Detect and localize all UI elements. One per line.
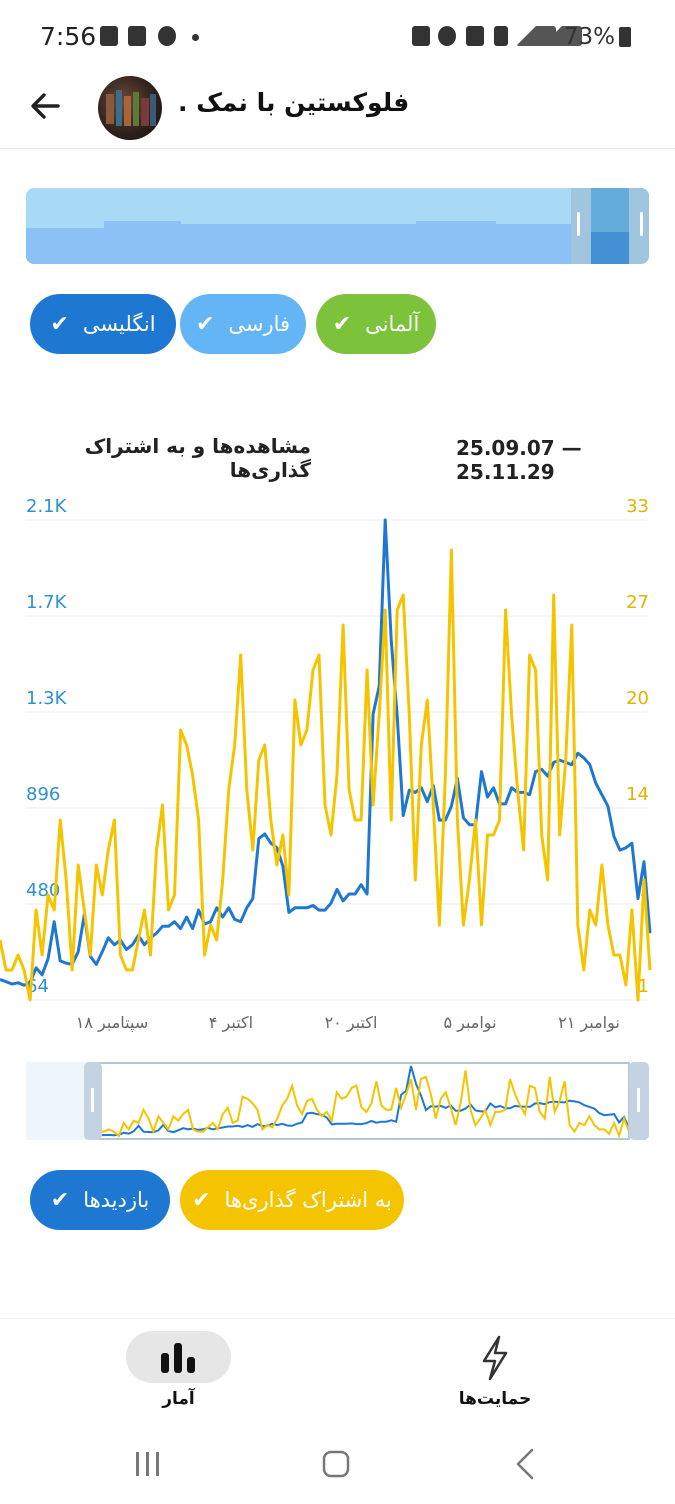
back-arrow-icon: [31, 93, 60, 119]
y-tick-right: 1: [638, 976, 649, 997]
chip-label: فارسی: [228, 312, 291, 336]
filter-chip-shares[interactable]: به اشتراک گذاری‌ها ✔: [180, 1170, 404, 1230]
y-tick-right: 20: [626, 688, 649, 709]
back-button[interactable]: [24, 84, 68, 128]
y-tick-right: 27: [626, 592, 649, 613]
nav-stats-label: آمار: [162, 1389, 195, 1409]
app-icon: [158, 26, 176, 46]
check-icon: ✔: [332, 311, 352, 337]
language-overview-chart[interactable]: [26, 188, 649, 264]
x-tick: اکتبر ۴: [209, 1013, 253, 1033]
battery-saver-icon: [412, 26, 430, 46]
chip-label: به اشتراک گذاری‌ها: [224, 1188, 392, 1212]
network-4g-icon: [494, 26, 508, 46]
x-tick: سپتامبر ۱۸: [76, 1013, 148, 1033]
mute-icon: [466, 26, 484, 46]
battery-icon: [619, 27, 631, 47]
nav-support-label: حمایت‌ها: [458, 1389, 532, 1409]
bottom-navigation: آمار حمایت‌ها: [0, 1318, 675, 1419]
system-navigation: [0, 1430, 675, 1500]
chip-label: آلمانی: [365, 312, 420, 336]
system-back-icon[interactable]: [516, 1448, 534, 1480]
y-tick-left: 2.1K: [26, 496, 68, 517]
y-tick-left: 1.7K: [26, 592, 68, 613]
status-time: 7:56: [40, 22, 97, 51]
channel-avatar[interactable]: [98, 76, 162, 140]
x-tick: اکتبر ۲۰: [325, 1013, 378, 1033]
y-tick-right: 14: [626, 784, 649, 805]
alarm-icon: [438, 26, 456, 46]
y-tick-right: 33: [626, 496, 649, 517]
range-selector-handle[interactable]: [571, 188, 649, 264]
filter-chip-persian[interactable]: فارسی ✔: [180, 294, 306, 354]
signal-2-icon: [542, 26, 582, 46]
channel-title[interactable]: فلوکستین با نمک .: [178, 88, 410, 117]
chart-title: مشاهده‌ها و به اشتراک گذاری‌ها: [84, 434, 311, 482]
check-icon: ✔: [195, 311, 215, 337]
y-tick-left: 480: [26, 880, 60, 901]
gallery-icon: [128, 26, 146, 46]
check-icon: ✔: [192, 1187, 211, 1213]
range-navigator[interactable]: [26, 1062, 649, 1140]
recent-apps-icon[interactable]: [136, 1452, 159, 1476]
shares-series-line: [0, 548, 652, 1002]
x-tick: نوامبر ۵: [443, 1013, 496, 1033]
x-tick: نوامبر ۲۱: [558, 1013, 620, 1033]
chip-label: بازدیدها: [83, 1188, 150, 1212]
bar-chart-icon: [161, 1343, 195, 1373]
status-bar: 7:56 73%: [0, 0, 675, 76]
nav-support-button[interactable]: [470, 1333, 520, 1383]
date-range: 25.09.07 — 25.11.29: [456, 436, 582, 484]
filter-chip-english[interactable]: انگلیسی ✔: [30, 294, 176, 354]
check-icon: ✔: [50, 311, 69, 337]
views-series-line: [0, 518, 652, 987]
header: فلوکستین با نمک .: [0, 76, 675, 149]
y-tick-left: 896: [26, 784, 60, 805]
filter-chip-views[interactable]: بازدیدها ✔: [30, 1170, 170, 1230]
chip-label: انگلیسی: [82, 312, 156, 336]
more-notifications-icon: [192, 34, 199, 41]
navigator-left-handle[interactable]: [84, 1062, 102, 1140]
battery-percent: 73%: [563, 24, 615, 50]
navigator-right-handle[interactable]: [629, 1062, 649, 1140]
y-tick-left: 1.3K: [26, 688, 68, 709]
filter-chip-german[interactable]: آلمانی ✔: [316, 294, 436, 354]
lightning-icon: [482, 1335, 508, 1381]
nav-stats-button[interactable]: [126, 1331, 231, 1383]
home-icon[interactable]: [322, 1450, 350, 1478]
notification-icon: [100, 26, 118, 46]
check-icon: ✔: [50, 1187, 70, 1213]
